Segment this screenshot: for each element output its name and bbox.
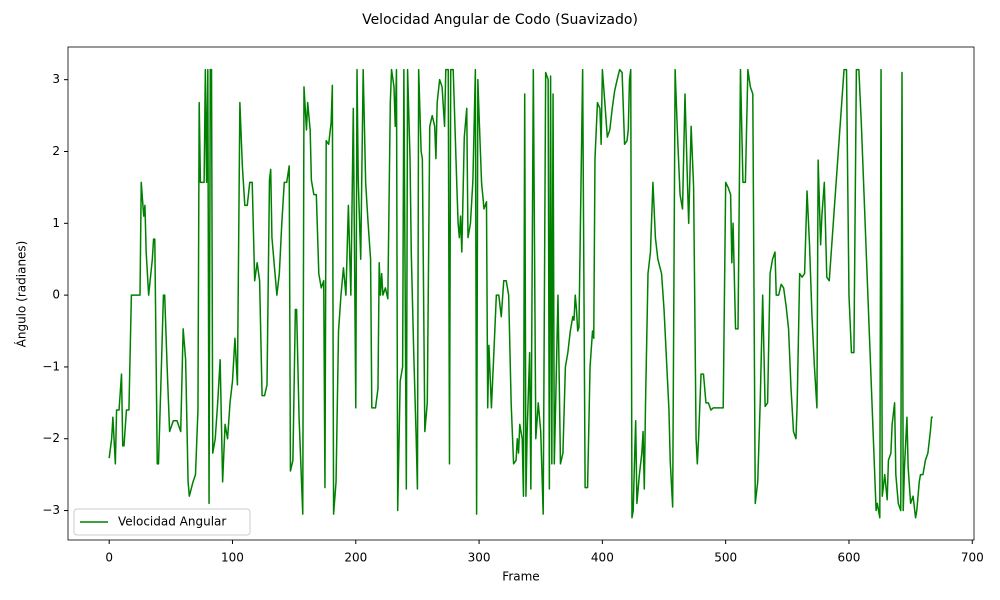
y-tick-label: 3 — [52, 72, 60, 86]
x-tick-label: 200 — [344, 551, 367, 565]
y-tick-label: −3 — [42, 503, 60, 517]
x-tick-label: 500 — [714, 551, 737, 565]
data-line — [108, 68, 933, 519]
x-tick-label: 700 — [961, 551, 984, 565]
x-axis-label: Frame — [502, 570, 539, 584]
x-tick-label: 100 — [221, 551, 244, 565]
plot-frame — [67, 46, 975, 541]
x-tick-label: 300 — [468, 551, 491, 565]
y-tick-label: 1 — [52, 216, 60, 230]
x-tick-label: 0 — [105, 551, 113, 565]
legend-label: Velocidad Angular — [118, 515, 226, 529]
x-tick-label: 600 — [838, 551, 861, 565]
chart-title: Velocidad Angular de Codo (Suavizado) — [362, 12, 638, 28]
y-tick-label: 2 — [52, 144, 60, 158]
y-tick-label: 0 — [52, 288, 60, 302]
y-tick-label: −2 — [42, 431, 60, 445]
legend-box — [73, 508, 251, 536]
x-tick-label: 400 — [591, 551, 614, 565]
y-axis-label: Ángulo (radianes) — [14, 241, 29, 348]
y-tick-label: −1 — [42, 359, 60, 373]
